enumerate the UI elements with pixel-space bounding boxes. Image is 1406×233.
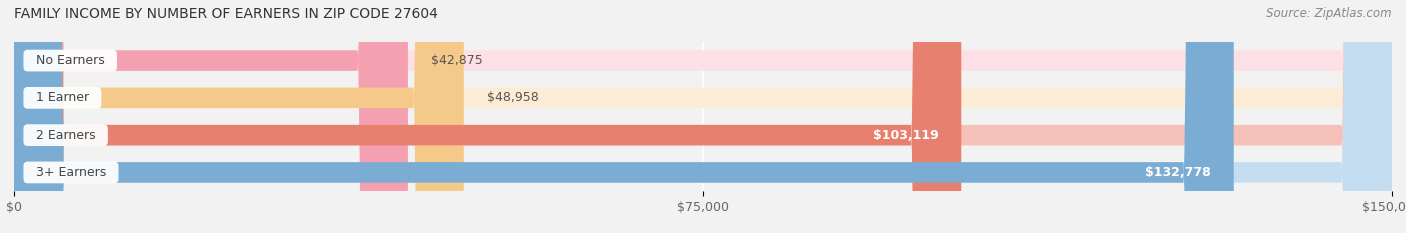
Text: $48,958: $48,958 xyxy=(486,91,538,104)
FancyBboxPatch shape xyxy=(14,0,464,233)
Text: Source: ZipAtlas.com: Source: ZipAtlas.com xyxy=(1267,7,1392,20)
Text: 1 Earner: 1 Earner xyxy=(28,91,97,104)
Text: $42,875: $42,875 xyxy=(430,54,482,67)
FancyBboxPatch shape xyxy=(14,0,1233,233)
FancyBboxPatch shape xyxy=(14,0,962,233)
Text: No Earners: No Earners xyxy=(28,54,112,67)
FancyBboxPatch shape xyxy=(14,0,1392,233)
Text: 3+ Earners: 3+ Earners xyxy=(28,166,114,179)
FancyBboxPatch shape xyxy=(14,0,1392,233)
Text: FAMILY INCOME BY NUMBER OF EARNERS IN ZIP CODE 27604: FAMILY INCOME BY NUMBER OF EARNERS IN ZI… xyxy=(14,7,437,21)
Text: 2 Earners: 2 Earners xyxy=(28,129,104,142)
FancyBboxPatch shape xyxy=(14,0,408,233)
Text: $103,119: $103,119 xyxy=(873,129,938,142)
FancyBboxPatch shape xyxy=(14,0,1392,233)
Text: $132,778: $132,778 xyxy=(1144,166,1211,179)
FancyBboxPatch shape xyxy=(14,0,1392,233)
